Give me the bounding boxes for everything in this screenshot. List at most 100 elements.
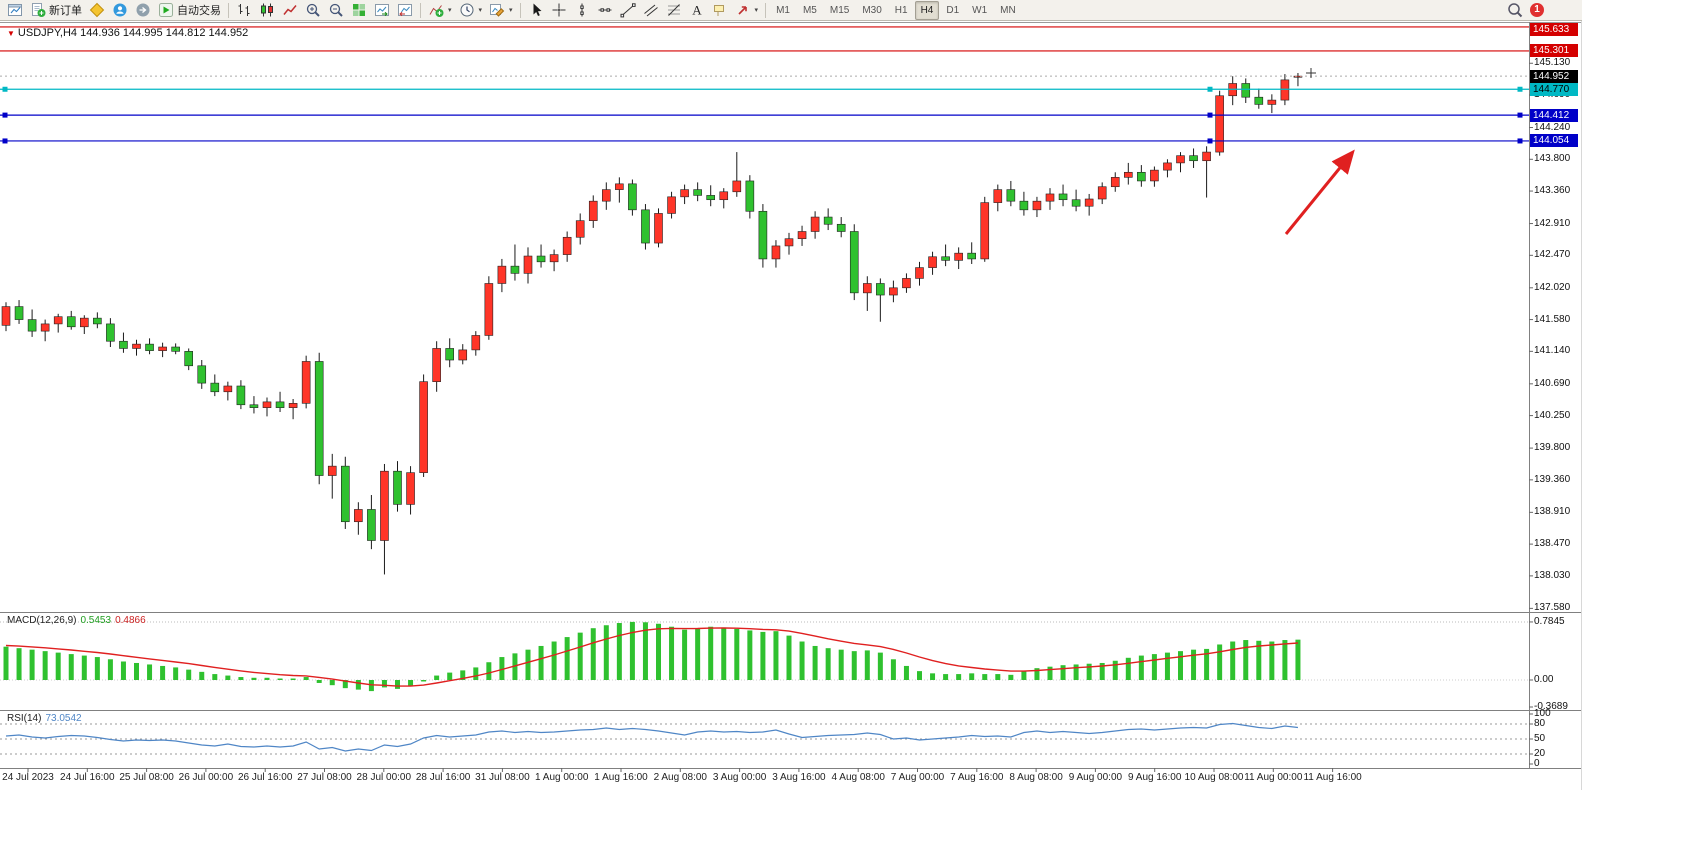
fibonacci-icon bbox=[666, 2, 682, 18]
candlestick-chart-button[interactable] bbox=[256, 1, 278, 20]
rsi-scale-label: 0 bbox=[1534, 758, 1540, 769]
autotrading-button-label: 自动交易 bbox=[177, 5, 221, 17]
equidistant-channel-button[interactable] bbox=[640, 1, 662, 20]
hline-144.770[interactable] bbox=[0, 86, 1529, 92]
macd-name: MACD(12,26,9) bbox=[7, 615, 77, 626]
fibonacci-button[interactable] bbox=[663, 1, 685, 20]
tile-windows-icon bbox=[351, 2, 367, 18]
crosshair-icon bbox=[551, 2, 567, 18]
cursor-button[interactable] bbox=[525, 1, 547, 20]
timeframe-m30[interactable]: M30 bbox=[856, 1, 887, 20]
timeframe-h4[interactable]: H4 bbox=[914, 0, 940, 20]
templates-icon bbox=[489, 2, 505, 18]
indicators-dropdown[interactable]: ▾ bbox=[425, 1, 455, 20]
timeframe-h1-label: H1 bbox=[894, 4, 908, 16]
trendline-button[interactable] bbox=[617, 1, 639, 20]
text-label-button[interactable] bbox=[709, 1, 731, 20]
timeframe-d1[interactable]: D1 bbox=[940, 1, 965, 20]
chevron-down-icon: ▾ bbox=[509, 7, 513, 14]
price-axis-label: 142.910 bbox=[1534, 217, 1571, 229]
price-axis-label: 140.250 bbox=[1534, 409, 1571, 421]
community-icon bbox=[112, 2, 128, 18]
timeframe-w1[interactable]: W1 bbox=[966, 1, 993, 20]
community-button[interactable] bbox=[109, 1, 131, 20]
time-axis-label: 28 Jul 00:00 bbox=[356, 772, 412, 783]
price-axis-label: 142.020 bbox=[1534, 281, 1571, 293]
toolbar-separator bbox=[519, 2, 521, 18]
rsi-scale-label: 80 bbox=[1534, 718, 1546, 729]
new-order-button[interactable]: 新订单 bbox=[27, 1, 85, 20]
price-axis-label: 138.470 bbox=[1534, 538, 1571, 550]
price-line-label: 144.054 bbox=[1530, 134, 1578, 148]
timeframe-m30-label: M30 bbox=[862, 4, 882, 16]
hline-144.054[interactable] bbox=[0, 138, 1529, 144]
chart-window-button[interactable] bbox=[4, 1, 26, 20]
market-icon bbox=[135, 2, 151, 18]
rsi-scale-label: 100 bbox=[1534, 708, 1551, 719]
time-axis-label: 7 Aug 00:00 bbox=[890, 772, 945, 783]
periods-dropdown[interactable]: ▾ bbox=[456, 1, 486, 20]
chevron-down-icon: ▾ bbox=[478, 7, 483, 14]
crosshair-button[interactable] bbox=[548, 1, 570, 20]
timeframe-h1[interactable]: H1 bbox=[889, 1, 914, 20]
timeframe-m5[interactable]: M5 bbox=[797, 1, 823, 20]
line-chart-button[interactable] bbox=[279, 1, 301, 20]
zoom-out-button[interactable] bbox=[325, 1, 347, 20]
time-axis-label: 10 Aug 08:00 bbox=[1184, 772, 1244, 783]
timeframe-m1[interactable]: M1 bbox=[770, 1, 796, 20]
time-axis-label: 1 Aug 00:00 bbox=[534, 772, 589, 783]
macd-histogram bbox=[3, 621, 1301, 692]
search-button[interactable] bbox=[1504, 1, 1526, 20]
timeframe-w1-label: W1 bbox=[972, 4, 988, 16]
horizontal-line-button[interactable] bbox=[594, 1, 616, 20]
time-axis-label: 7 Aug 16:00 bbox=[950, 772, 1004, 783]
annotation-arrow[interactable] bbox=[1284, 149, 1355, 235]
templates-dropdown[interactable]: ▾ bbox=[486, 1, 516, 20]
time-axis-label: 3 Aug 00:00 bbox=[712, 772, 767, 783]
chevron-down-icon: ▾ bbox=[448, 7, 452, 14]
vertical-line-button[interactable] bbox=[571, 1, 593, 20]
chart-window-icon bbox=[7, 2, 23, 18]
price-axis-label: 145.130 bbox=[1534, 57, 1571, 69]
time-axis-label: 4 Aug 08:00 bbox=[831, 772, 885, 783]
chart-shift-button[interactable] bbox=[394, 1, 416, 20]
hline-144.412[interactable] bbox=[0, 112, 1529, 118]
autotrading-button[interactable]: 自动交易 bbox=[155, 1, 224, 20]
cursor-icon bbox=[528, 2, 544, 18]
arrows-dropdown[interactable]: ▾ bbox=[732, 1, 762, 20]
macd-scale-label: -0.3689 bbox=[1534, 701, 1568, 712]
candlestick-chart-icon bbox=[259, 2, 275, 18]
toolbar: 新订单 自动交易 ▾ ▾ ▾ A ▾ M1 M5 M15 M30 H1 H4 D1 W1 MN 1 bbox=[0, 0, 1582, 21]
macd-signal-value: 0.4866 bbox=[115, 615, 146, 626]
notifications-badge[interactable]: 1 bbox=[1527, 1, 1547, 20]
rsi-value: 73.0542 bbox=[45, 713, 82, 724]
zoom-in-button[interactable] bbox=[302, 1, 324, 20]
timeframe-mn[interactable]: MN bbox=[994, 1, 1022, 20]
chart-ohlc-title: ▼ USDJPY,H4 144.936 144.995 144.812 144.9… bbox=[7, 27, 248, 39]
metaeditor-button[interactable] bbox=[86, 1, 108, 20]
tile-windows-button[interactable] bbox=[348, 1, 370, 20]
chart-title-text: USDJPY,H4 144.936 144.995 144.812 144.95… bbox=[17, 27, 249, 39]
new-order-icon bbox=[30, 2, 46, 18]
zoom-out-icon bbox=[328, 2, 344, 18]
equidistant-channel-icon bbox=[643, 2, 659, 18]
price-axis-label: 143.360 bbox=[1534, 185, 1571, 197]
rsi-levels bbox=[0, 723, 1529, 755]
timeframe-d1-label: D1 bbox=[946, 4, 960, 16]
price-line-label: 144.770 bbox=[1530, 82, 1578, 96]
time-axis-label: 11 Aug 16:00 bbox=[1303, 772, 1362, 783]
bar-chart-icon bbox=[236, 2, 252, 18]
time-axis-label: 3 Aug 16:00 bbox=[772, 772, 826, 783]
text-button[interactable]: A bbox=[686, 1, 708, 20]
auto-scroll-button[interactable] bbox=[371, 1, 393, 20]
rsi-scale-label: 50 bbox=[1534, 733, 1546, 744]
macd-signal-line bbox=[5, 627, 1298, 687]
trendline-icon bbox=[620, 2, 636, 18]
timeframe-m15[interactable]: M15 bbox=[824, 1, 855, 20]
time-axis-label: 24 Jul 16:00 bbox=[60, 772, 115, 783]
timeframe-m5-label: M5 bbox=[802, 4, 817, 16]
bar-chart-button[interactable] bbox=[233, 1, 255, 20]
market-button[interactable] bbox=[132, 1, 154, 20]
